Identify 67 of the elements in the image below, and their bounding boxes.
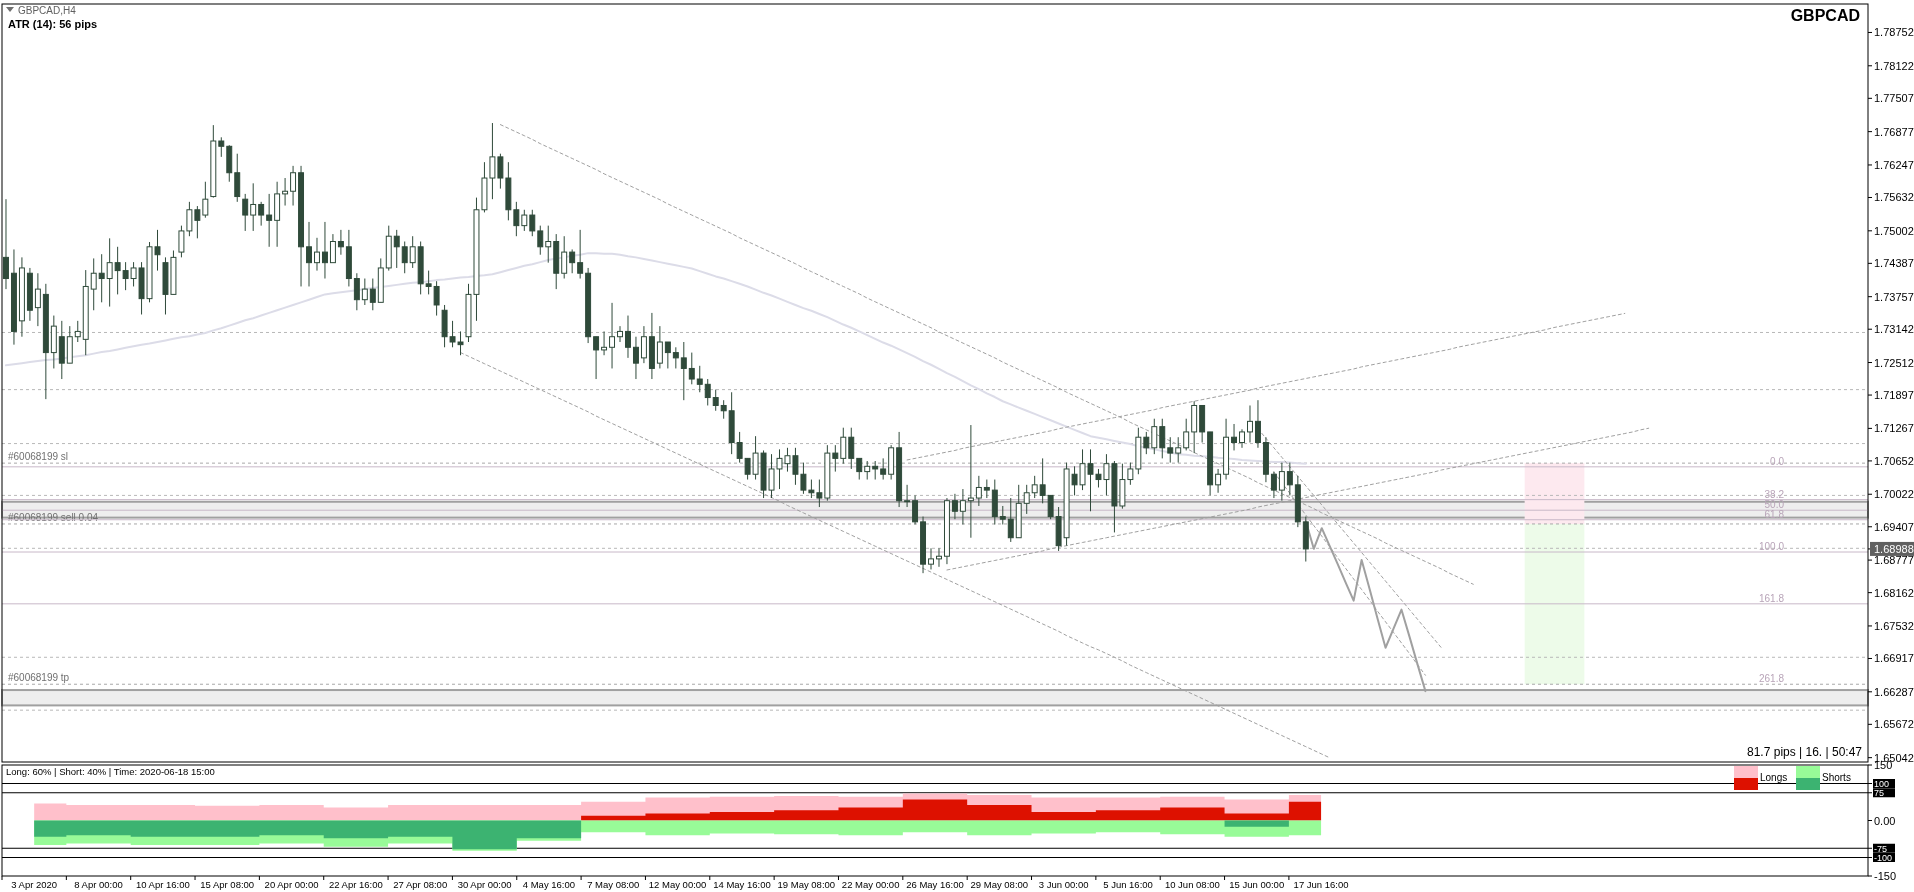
- y-tick-label: 1.66917: [1874, 652, 1914, 665]
- x-tick-label: 4 May 16:00: [522, 879, 576, 890]
- y-tick-label: 100: [1874, 778, 1890, 789]
- y-tick-label: 1.76247: [1874, 158, 1914, 171]
- y-tick-label: 1.75002: [1874, 224, 1914, 237]
- x-tick-label: 17 Jun 16:00: [1293, 879, 1349, 890]
- y-tick-label: 1.70022: [1874, 488, 1914, 501]
- x-tick-label: 7 May 08:00: [587, 879, 640, 890]
- x-tick-label: 19 May 08:00: [777, 879, 836, 890]
- y-tick-label: 1.71897: [1874, 389, 1914, 402]
- annotation: 100.0: [1759, 541, 1785, 552]
- y-tick-label: 1.70652: [1874, 454, 1914, 467]
- annotation: 161.8: [1759, 592, 1785, 604]
- legend-label: Shorts: [1822, 772, 1851, 783]
- annotation: GBPCAD,H4: [18, 5, 77, 16]
- y-tick-label: 1.69407: [1874, 520, 1914, 533]
- chart-title: Long: 60% | Short: 40% | Time: 2020-06-18 15:00: [6, 766, 215, 777]
- y-tick-label: 1.76877: [1874, 125, 1914, 138]
- annotation: 81.7 pips | 16. | 50:47: [1747, 745, 1863, 759]
- x-tick-label: 29 May 08:00: [970, 879, 1029, 890]
- y-tick-label: 1.78752: [1874, 26, 1914, 39]
- y-tick-label: -75: [1874, 843, 1888, 854]
- y-tick-label: -100: [1874, 852, 1893, 863]
- y-tick-label: 1.77507: [1874, 92, 1914, 105]
- x-tick-label: 14 May 16:00: [713, 879, 771, 890]
- y-tick-label: 1.68162: [1874, 586, 1914, 599]
- y-tick-label: 1.67532: [1874, 619, 1914, 632]
- x-tick-label: 22 Apr 16:00: [328, 879, 383, 890]
- y-tick-label: 1.73757: [1874, 290, 1914, 303]
- x-tick-label: 26 May 16:00: [906, 879, 964, 890]
- annotation: ATR (14): 56 pips: [8, 18, 98, 30]
- y-tick-label: 1.68777: [1874, 554, 1914, 567]
- y-tick-label: 1.78122: [1874, 59, 1914, 72]
- x-tick-label: 15 Jun 00:00: [1229, 879, 1285, 890]
- y-tick-label: 1.73142: [1874, 323, 1914, 336]
- annotation: 261.8: [1759, 673, 1785, 685]
- x-tick-label: 20 Apr 00:00: [264, 879, 319, 890]
- y-tick-label: -150: [1874, 870, 1897, 882]
- x-tick-label: 15 Apr 08:00: [200, 879, 255, 890]
- x-tick-label: 10 Jun 08:00: [1164, 879, 1220, 890]
- x-tick-label: 3 Apr 2020: [11, 879, 58, 890]
- legend-label: Longs: [1760, 772, 1788, 783]
- chart-title: GBPCAD: [1790, 7, 1860, 24]
- x-tick-label: 10 Apr 16:00: [135, 879, 190, 890]
- ref-line-label: #60068199 sell 0.04: [8, 511, 99, 523]
- x-tick-label: 22 May 00:00: [841, 879, 900, 890]
- ref-line-label: #60068199 tp: [8, 672, 70, 684]
- x-tick-label: 5 Jun 16:00: [1103, 879, 1153, 890]
- y-tick-label: 1.65672: [1874, 718, 1914, 731]
- y-tick-label: 0.00: [1874, 814, 1896, 827]
- y-tick-label: 1.71267: [1874, 422, 1914, 435]
- ref-line-label: #60068199 sl: [8, 451, 69, 463]
- y-tick-label: 1.74387: [1874, 257, 1914, 270]
- x-tick-label: 30 Apr 00:00: [457, 879, 512, 890]
- x-tick-label: 27 Apr 08:00: [393, 879, 448, 890]
- x-tick-label: 3 Jun 00:00: [1038, 879, 1089, 890]
- y-tick-label: 75: [1874, 788, 1885, 799]
- x-tick-label: 12 May 00:00: [648, 879, 707, 890]
- annotation: 61.8: [1764, 508, 1785, 520]
- y-tick-label: 1.68988: [1874, 542, 1914, 555]
- y-tick-label: 1.66287: [1874, 685, 1914, 698]
- annotation: 50.0: [1764, 499, 1785, 511]
- y-tick-label: 1.72512: [1874, 356, 1914, 369]
- annotation: 38.2: [1764, 488, 1785, 500]
- x-tick-label: 8 Apr 00:00: [74, 879, 123, 890]
- y-tick-label: 1.75632: [1874, 191, 1914, 204]
- annotation: 0.0: [1770, 455, 1785, 467]
